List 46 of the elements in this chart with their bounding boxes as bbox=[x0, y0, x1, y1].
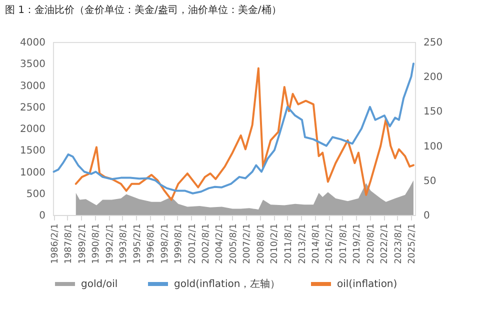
y2-tick-label: 0 bbox=[424, 210, 430, 222]
x-tick-label: 1995/2/1 bbox=[132, 224, 143, 264]
x-tick-label: 2019/2/1 bbox=[352, 224, 363, 264]
y-tick-label: 500 bbox=[26, 188, 46, 200]
y-tick-label: 2500 bbox=[20, 102, 46, 114]
y-tick-label: 2000 bbox=[20, 124, 46, 135]
y-tick-label: 1000 bbox=[20, 167, 46, 178]
x-tick-label: 1986/2/1 bbox=[50, 224, 60, 264]
x-tick-label: 1999/8/1 bbox=[174, 224, 184, 264]
x-tick-label: 2020/8/1 bbox=[366, 224, 376, 264]
x-tick-label: 2013/2/1 bbox=[298, 224, 308, 264]
y2-tick-label: 50 bbox=[424, 176, 436, 187]
x-tick-label: 2001/2/1 bbox=[188, 224, 198, 264]
x-tick-label: 2010/2/1 bbox=[270, 224, 280, 264]
x-tick-label: 2017/8/1 bbox=[338, 224, 349, 264]
y-tick-label: 3500 bbox=[20, 59, 46, 70]
x-tick-label: 2014/8/1 bbox=[311, 224, 322, 264]
x-tick-label: 1996/8/1 bbox=[146, 224, 156, 264]
x-tick-label: 2004/2/1 bbox=[215, 224, 226, 264]
x-tick-label: 2023/8/1 bbox=[394, 224, 404, 264]
x-tick-label: 2025/2/1 bbox=[408, 224, 418, 264]
y-tick-label: 0 bbox=[39, 210, 46, 222]
x-tick-label: 2002/8/1 bbox=[201, 224, 212, 264]
x-tick-label: 1990/8/1 bbox=[91, 224, 102, 264]
x-tick-label: 2008/8/1 bbox=[256, 224, 266, 264]
y-tick-label: 3000 bbox=[20, 80, 46, 92]
y2-tick-label: 200 bbox=[424, 72, 443, 84]
legend-label: gold(inflation，左轴） bbox=[174, 278, 280, 290]
chart-title: 图 1：金油比价（金价单位：美金/盎司，油价单位：美金/桶） bbox=[5, 4, 282, 16]
x-tick-label: 2007/2/1 bbox=[242, 224, 253, 264]
x-tick-label: 1992/2/1 bbox=[105, 224, 116, 264]
x-tick-label: 2022/2/1 bbox=[380, 224, 390, 264]
x-tick-label: 1993/8/1 bbox=[118, 224, 129, 264]
y2-tick-label: 100 bbox=[424, 141, 443, 152]
x-tick-label: 2005/8/1 bbox=[228, 224, 239, 264]
y-tick-label: 4000 bbox=[20, 38, 46, 48]
x-tick-label: 1987/8/1 bbox=[64, 224, 74, 264]
legend-label: gold/oil bbox=[81, 279, 118, 290]
x-tick-label: 1998/2/1 bbox=[160, 224, 170, 264]
legend-label: oil(inflation) bbox=[337, 279, 398, 290]
y-tick-label: 1500 bbox=[20, 146, 46, 157]
x-tick-label: 1989/2/1 bbox=[78, 224, 88, 264]
x-tick-label: 2016/2/1 bbox=[325, 224, 336, 264]
y2-tick-label: 250 bbox=[424, 38, 443, 48]
y2-tick-label: 150 bbox=[424, 106, 443, 118]
x-tick-label: 2011/8/1 bbox=[284, 224, 294, 264]
